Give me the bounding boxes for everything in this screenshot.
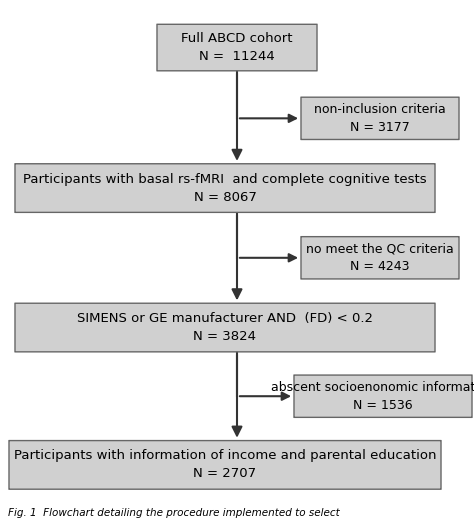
FancyBboxPatch shape	[15, 303, 435, 352]
Text: Participants with basal rs-fMRI  and complete cognitive tests
N = 8067: Participants with basal rs-fMRI and comp…	[23, 173, 427, 203]
FancyBboxPatch shape	[15, 164, 435, 212]
FancyBboxPatch shape	[157, 24, 317, 71]
Text: Full ABCD cohort
N =  11244: Full ABCD cohort N = 11244	[181, 32, 293, 63]
Text: abscent socioenonomic information
N = 1536: abscent socioenonomic information N = 15…	[271, 381, 474, 412]
FancyBboxPatch shape	[9, 440, 441, 489]
Text: no meet the QC criteria
N = 4243: no meet the QC criteria N = 4243	[306, 242, 454, 274]
Text: Fig. 1  Flowchart detailing the procedure implemented to select: Fig. 1 Flowchart detailing the procedure…	[8, 508, 340, 518]
Text: Participants with information of income and parental education
N = 2707: Participants with information of income …	[14, 449, 436, 481]
Text: non-inclusion criteria
N = 3177: non-inclusion criteria N = 3177	[314, 103, 446, 134]
FancyBboxPatch shape	[301, 97, 459, 140]
Text: SIMENS or GE manufacturer AND  (FD) < 0.2
N = 3824: SIMENS or GE manufacturer AND (FD) < 0.2…	[77, 312, 373, 343]
FancyBboxPatch shape	[294, 375, 472, 417]
FancyBboxPatch shape	[301, 237, 459, 279]
